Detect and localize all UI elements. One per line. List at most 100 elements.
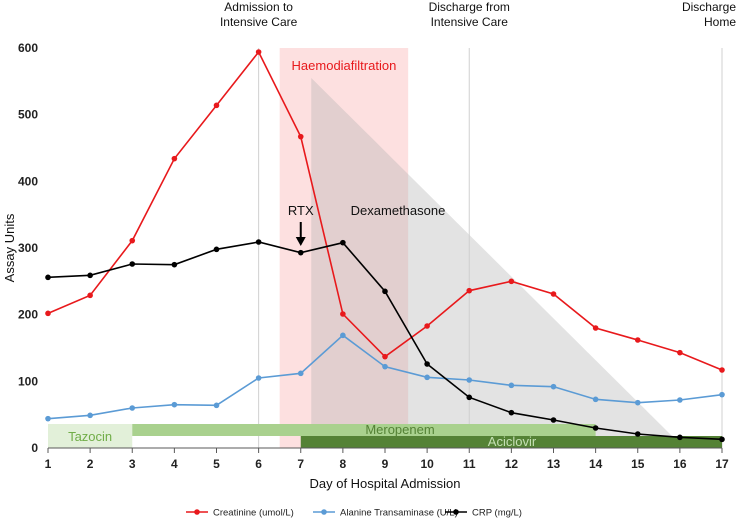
crp-point (297, 249, 304, 256)
legend-label: CRP (mg/L) (472, 508, 522, 519)
x-tick-label: 15 (631, 457, 645, 471)
x-tick-label: 9 (382, 457, 389, 471)
series-lines (45, 49, 725, 443)
creatinine-point (719, 367, 725, 373)
creatinine-point (677, 349, 683, 356)
crp-point (550, 417, 557, 423)
background-regions (279, 48, 685, 448)
crp-point (424, 361, 430, 367)
event-label-line1: Admission to (224, 0, 293, 14)
x-tick-label: 4 (171, 457, 178, 471)
alt-point (213, 402, 220, 409)
x-tick-label: 2 (87, 457, 94, 471)
creatinine-point (129, 237, 136, 244)
creatinine-point (171, 155, 178, 162)
creatinine-point (340, 311, 346, 317)
creatinine-point (255, 49, 262, 55)
creatinine-point (213, 102, 220, 109)
creatinine-point (550, 291, 557, 297)
alt-point (171, 401, 178, 408)
haemodiafiltration-label: Haemodiafiltration (292, 58, 397, 73)
crp-point (45, 274, 51, 281)
x-tick-label: 13 (547, 457, 561, 471)
y-tick-label: 600 (18, 41, 38, 55)
legend-label: Alanine Transaminase (U/L) (340, 508, 458, 519)
creatinine-point (297, 133, 304, 140)
y-tick-label: 200 (18, 308, 38, 322)
creatinine-point (424, 323, 430, 329)
treatment-bars: Tazocin Meropenem Aciclovir (48, 422, 722, 449)
event-label-line1: Discharge (682, 0, 736, 14)
x-tick-label: 7 (297, 457, 304, 471)
treatment-label-meropenem: Meropenem (365, 422, 434, 437)
treatment-bar-meropenem (132, 424, 596, 436)
crp-point (255, 239, 262, 245)
alt-point (550, 383, 557, 390)
x-tick-label: 10 (420, 457, 434, 471)
x-tick-label: 12 (505, 457, 519, 471)
x-tick-label: 5 (213, 457, 220, 471)
alt-point (129, 405, 136, 411)
alt-point (719, 391, 725, 398)
dexamethasone-region (311, 78, 685, 448)
alt-point (677, 397, 683, 403)
alt-point (382, 363, 388, 370)
treatment-bar-aciclovir (300, 436, 722, 448)
treatment-label-tazocin: Tazocin (68, 429, 112, 444)
x-tick-label: 1 (45, 457, 52, 471)
legend-label: Creatinine (umol/L) (213, 508, 294, 519)
alt-point (255, 375, 262, 381)
creatinine-point (508, 278, 515, 285)
creatinine-point (45, 310, 51, 317)
alt-point (424, 374, 430, 381)
treatment-label-aciclovir: Aciclovir (488, 434, 537, 449)
crp-point (508, 409, 515, 416)
creatinine-point (634, 337, 641, 343)
haemodiafiltration-region (279, 48, 409, 448)
event-label-line2: Home (704, 15, 736, 29)
crp-point (171, 261, 178, 268)
y-axis-label: Assay Units (2, 213, 17, 282)
alt-point (340, 332, 346, 339)
y-tick-label: 0 (31, 441, 38, 455)
rtx-label: RTX (288, 203, 314, 218)
y-tick-label: 500 (18, 108, 38, 122)
axes: 1 2 3 4 5 6 7 8 9 10 11 12 13 14 15 16 17010020030040050… (2, 41, 729, 491)
alt-point (45, 415, 51, 422)
x-tick-label: 17 (715, 457, 729, 471)
treatment-bar-tazocin (48, 424, 133, 448)
crp-point (129, 261, 136, 267)
creatinine-point (382, 353, 388, 360)
crp-point (592, 425, 599, 431)
x-tick-label: 3 (129, 457, 136, 471)
x-tick-label: 16 (673, 457, 687, 471)
legend-marker (321, 509, 327, 515)
x-tick-label: 6 (255, 457, 262, 471)
alt-point (87, 412, 93, 419)
dexamethasone-label: Dexamethasone (351, 203, 446, 218)
crp-point (466, 394, 473, 401)
alt-point (508, 382, 515, 389)
legend-marker (453, 509, 459, 515)
y-tick-label: 400 (18, 174, 38, 188)
crp-point (382, 288, 388, 295)
crp-point (634, 431, 641, 437)
x-tick-label: 11 (463, 457, 476, 471)
crp-point (213, 246, 220, 253)
event-label-line2: Intensive Care (220, 15, 298, 29)
crp-point (340, 239, 346, 246)
alt-point (297, 370, 304, 377)
legend-marker (194, 509, 200, 515)
alt-point (634, 399, 641, 406)
alt-point (592, 396, 599, 403)
crp-point (719, 436, 725, 443)
event-label-line1: Discharge from (429, 0, 510, 14)
creatinine-point (87, 292, 93, 299)
creatinine-point (466, 287, 473, 294)
event-label-line2: Intensive Care (431, 15, 509, 29)
legend: Creatinine (umol/L) Alanine Transaminase … (186, 508, 522, 519)
y-tick-label: 300 (18, 241, 38, 255)
crp-point (677, 434, 683, 441)
